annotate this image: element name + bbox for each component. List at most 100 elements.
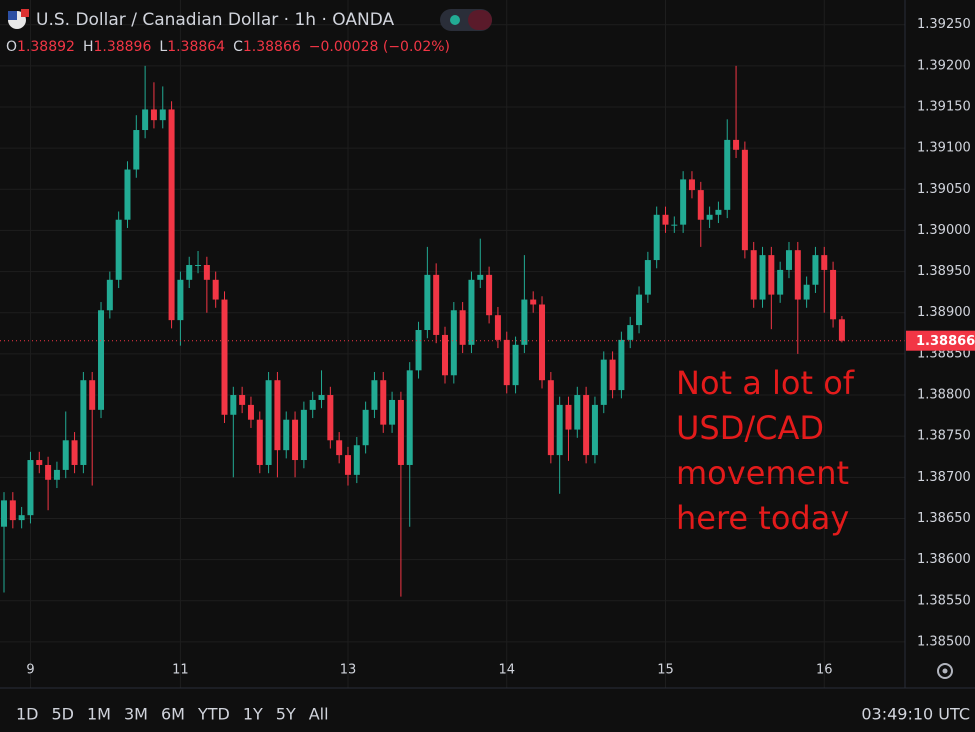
candle-body xyxy=(697,190,704,220)
candle-body xyxy=(142,109,149,131)
candle-body xyxy=(18,515,25,521)
candle-body xyxy=(547,380,554,456)
y-tick-label: 1.38650 xyxy=(917,511,971,526)
candle-body xyxy=(256,419,263,465)
candle-body xyxy=(785,250,792,270)
candle-body xyxy=(150,109,157,121)
candle-body xyxy=(609,359,616,391)
range-button[interactable]: YTD xyxy=(197,705,230,724)
y-tick-label: 1.39250 xyxy=(917,17,971,32)
candle-body xyxy=(186,264,193,280)
candle-body xyxy=(406,370,413,465)
candle-body xyxy=(53,469,60,480)
annotation: Not a lot of USD/CAD movement here today xyxy=(676,364,855,537)
candle-body xyxy=(600,359,607,405)
candle-body xyxy=(115,219,122,280)
candle-body xyxy=(627,325,634,340)
y-tick-label: 1.38700 xyxy=(917,470,971,485)
candle-body xyxy=(530,299,537,305)
settings-icon[interactable] xyxy=(937,663,953,679)
candle-body xyxy=(688,179,695,191)
candle-body xyxy=(36,460,43,465)
candle-body xyxy=(821,255,828,270)
range-button[interactable]: 1D xyxy=(16,705,39,724)
candle-body xyxy=(62,440,69,470)
annotation-line: movement xyxy=(676,454,849,492)
candle-body xyxy=(27,460,34,516)
range-button[interactable]: 1Y xyxy=(243,705,263,724)
candle-body xyxy=(591,404,598,456)
x-tick-label: 16 xyxy=(816,663,833,678)
range-button[interactable]: 3M xyxy=(124,705,148,724)
candle-body xyxy=(768,255,775,295)
range-button[interactable]: 5Y xyxy=(276,705,296,724)
candle-body xyxy=(706,214,713,220)
range-button[interactable]: 5D xyxy=(52,705,75,724)
candle-body xyxy=(636,294,643,326)
candle-body xyxy=(195,264,202,266)
x-tick-label: 11 xyxy=(172,663,189,678)
candle-body xyxy=(680,179,687,225)
candle-body xyxy=(459,310,466,345)
candle-body xyxy=(389,399,396,425)
candle-body xyxy=(380,380,387,425)
candle-body xyxy=(424,274,431,331)
ohlc-key: H xyxy=(83,39,94,55)
range-button[interactable]: 1M xyxy=(87,705,111,724)
status-badge xyxy=(468,10,492,30)
candle-body xyxy=(565,404,572,430)
y-tick-label: 1.38600 xyxy=(917,552,971,567)
candle-body xyxy=(239,395,246,405)
candle-body xyxy=(750,250,757,300)
candle-body xyxy=(336,440,343,456)
candle-body xyxy=(309,399,316,410)
candle-body xyxy=(503,339,510,386)
candle-body xyxy=(300,409,307,461)
candle-body xyxy=(327,395,334,441)
candle-body xyxy=(362,409,369,446)
candle-body xyxy=(9,500,16,521)
x-tick-label: 15 xyxy=(657,663,674,678)
range-button[interactable]: All xyxy=(309,705,329,724)
candle-body xyxy=(344,455,351,475)
clock: 03:49:10 UTC xyxy=(861,705,970,724)
candle-body xyxy=(450,310,457,376)
ohlc-value: 1.38864 xyxy=(167,39,225,55)
x-tick-label: 14 xyxy=(498,663,515,678)
last-price-tag xyxy=(906,330,975,351)
candle-body xyxy=(618,339,625,391)
candle-body xyxy=(574,395,581,430)
candle-body xyxy=(741,149,748,251)
candle-body xyxy=(177,279,184,321)
candle-body xyxy=(371,380,378,410)
candle-body xyxy=(292,419,299,461)
candle-body xyxy=(724,139,731,210)
y-tick-label: 1.38900 xyxy=(917,305,971,320)
y-tick-label: 1.38500 xyxy=(917,634,971,649)
candle-body xyxy=(230,395,237,415)
candle-body xyxy=(759,255,766,300)
candle-body xyxy=(283,419,290,451)
y-tick-label: 1.38750 xyxy=(917,429,971,444)
ohlc-value: 1.38892 xyxy=(17,39,75,55)
candle-body xyxy=(98,310,105,410)
candle-body xyxy=(71,440,78,465)
range-button[interactable]: 6M xyxy=(161,705,185,724)
y-tick-label: 1.38950 xyxy=(917,264,971,279)
candle-body xyxy=(671,224,678,226)
candle-body xyxy=(812,255,819,285)
candle-body xyxy=(415,330,422,371)
candle-body xyxy=(794,250,801,300)
candle-body xyxy=(318,395,325,400)
y-tick-label: 1.39050 xyxy=(917,182,971,197)
candle-body xyxy=(80,380,87,465)
candle-body xyxy=(353,445,360,475)
price-change: −0.00028 (−0.02%) xyxy=(309,39,450,55)
annotation-line: USD/CAD xyxy=(676,409,824,447)
candle-body xyxy=(45,464,52,480)
candle-body xyxy=(486,274,493,316)
candle-body xyxy=(583,395,590,456)
candles: 1.38866 xyxy=(0,65,975,597)
y-tick-label: 1.38550 xyxy=(917,593,971,608)
